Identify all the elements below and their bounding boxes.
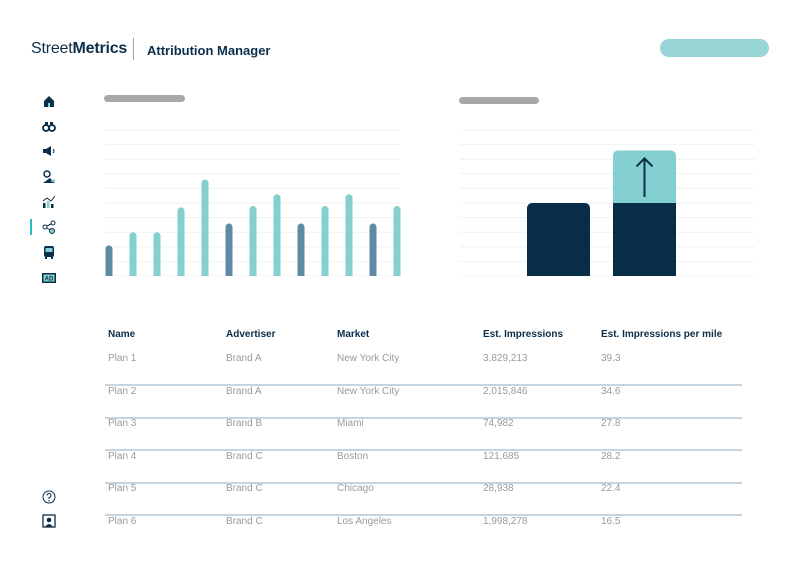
bar-base-segment [527, 203, 590, 280]
table-cell: Brand C [226, 483, 263, 495]
table-cell: New York City [337, 385, 400, 397]
table-row[interactable]: Plan 2 Brand A New York City 2,015,846 34.6 [105, 386, 742, 419]
row-divider [105, 481, 742, 484]
table-cell: Plan 5 [108, 483, 137, 495]
table-cell: 28.2 [601, 450, 621, 462]
table-row[interactable]: Plan 5 Brand C Chicago 28,938 22.4 [105, 483, 742, 517]
table-cell: New York City [337, 353, 400, 364]
logo-text-bold: Metrics [72, 40, 128, 57]
table-row[interactable]: Plan 4 Brand C Boston 121,685 28.2 [105, 451, 742, 484]
bar [345, 194, 353, 279]
table-cell: Boston [337, 450, 369, 462]
bar [129, 232, 137, 279]
sidebar-item-help[interactable] [40, 489, 58, 505]
arrow-up-icon [635, 157, 654, 197]
sidebar-item-map-pin[interactable] [40, 169, 58, 185]
column-header[interactable]: Name [108, 329, 136, 340]
bar [273, 194, 281, 279]
table-cell: 28,938 [483, 483, 514, 495]
bar [393, 205, 401, 279]
bar-base-segment [613, 203, 676, 280]
column-header[interactable]: Est. Impressions per mile [601, 329, 723, 340]
ad-icon: AD [42, 273, 56, 283]
column-header[interactable]: Est. Impressions [483, 329, 564, 340]
table-row[interactable]: Plan 6 Brand C Los Angeles 1,998,278 16.5 [105, 516, 742, 549]
table-cell: 39.3 [601, 353, 621, 364]
header-action-button[interactable] [660, 39, 769, 57]
bar [201, 179, 209, 279]
help-icon [42, 490, 56, 504]
table-cell: 74,982 [483, 418, 514, 430]
bar [153, 232, 161, 279]
sidebar-item-megaphone[interactable] [40, 143, 58, 159]
table-cell: Chicago [337, 483, 374, 495]
table-cell: 121,685 [483, 450, 520, 462]
bar [321, 205, 329, 279]
column-header[interactable]: Market [337, 329, 370, 340]
chart-title-placeholder [104, 95, 185, 102]
table-cell: Brand C [226, 516, 263, 527]
table-cell: 16.5 [601, 516, 621, 527]
table-cell: Brand B [226, 418, 263, 430]
sidebar-item-chart[interactable] [40, 194, 58, 210]
logo-text-light: Street [31, 40, 73, 57]
bar [369, 223, 377, 279]
table-cell: Brand A [226, 353, 262, 364]
table-cell: 22.4 [601, 483, 621, 495]
table-cell: 1,998,278 [483, 516, 528, 527]
binoculars-icon [42, 122, 56, 132]
bar-chart [100, 129, 405, 280]
table-cell: 34.6 [601, 385, 621, 397]
bar [249, 205, 257, 279]
table-cell: Brand A [226, 385, 262, 397]
active-indicator [30, 219, 32, 235]
table-cell: 2,015,846 [483, 385, 528, 397]
column-header[interactable]: Advertiser [226, 329, 276, 340]
table-cell: Plan 1 [108, 353, 137, 364]
bus-icon [44, 246, 54, 259]
table-row[interactable]: Plan 1 Brand A New York City 3,829,213 39.3 [105, 353, 742, 386]
table-cell: Plan 4 [108, 450, 137, 462]
profile-icon [42, 514, 56, 528]
table-cell: Plan 3 [108, 418, 137, 430]
bar [297, 223, 305, 279]
row-divider [105, 416, 742, 419]
row-divider [105, 514, 742, 517]
table-cell: Brand C [226, 450, 263, 462]
svg-text:AD: AD [45, 277, 54, 283]
bar [225, 223, 233, 279]
table-cell: Plan 2 [108, 385, 137, 397]
sidebar-item-home[interactable] [40, 93, 58, 109]
table-cell: Los Angeles [337, 516, 392, 527]
sidebar-item-profile[interactable] [40, 513, 58, 529]
page-title: Attribution Manager [147, 43, 271, 58]
chart-title-placeholder [459, 97, 539, 104]
sidebar-item-attribution[interactable] [40, 219, 58, 235]
sidebar-item-bus[interactable] [40, 244, 58, 260]
sidebar-item-ad[interactable]: AD [40, 270, 58, 286]
attribution-icon [42, 220, 56, 234]
row-divider [105, 449, 742, 452]
row-divider [105, 384, 742, 386]
chart-icon [42, 195, 56, 208]
map-pin-icon [43, 170, 55, 183]
bar [177, 207, 185, 279]
brand-logo[interactable]: StreetMetrics [31, 40, 127, 58]
table-cell: Plan 6 [108, 516, 137, 527]
home-icon [44, 96, 54, 107]
stacked-bar-chart [455, 129, 755, 280]
bar [105, 245, 113, 279]
header-divider [133, 38, 134, 60]
megaphone-icon [43, 146, 55, 156]
table-cell: 3,829,213 [483, 353, 528, 364]
sidebar-item-binoculars[interactable] [40, 118, 58, 134]
table-cell: 27.8 [601, 418, 621, 430]
table-cell: Miami [337, 418, 364, 430]
table-row[interactable]: Plan 3 Brand B Miami 74,982 27.8 [105, 418, 742, 452]
